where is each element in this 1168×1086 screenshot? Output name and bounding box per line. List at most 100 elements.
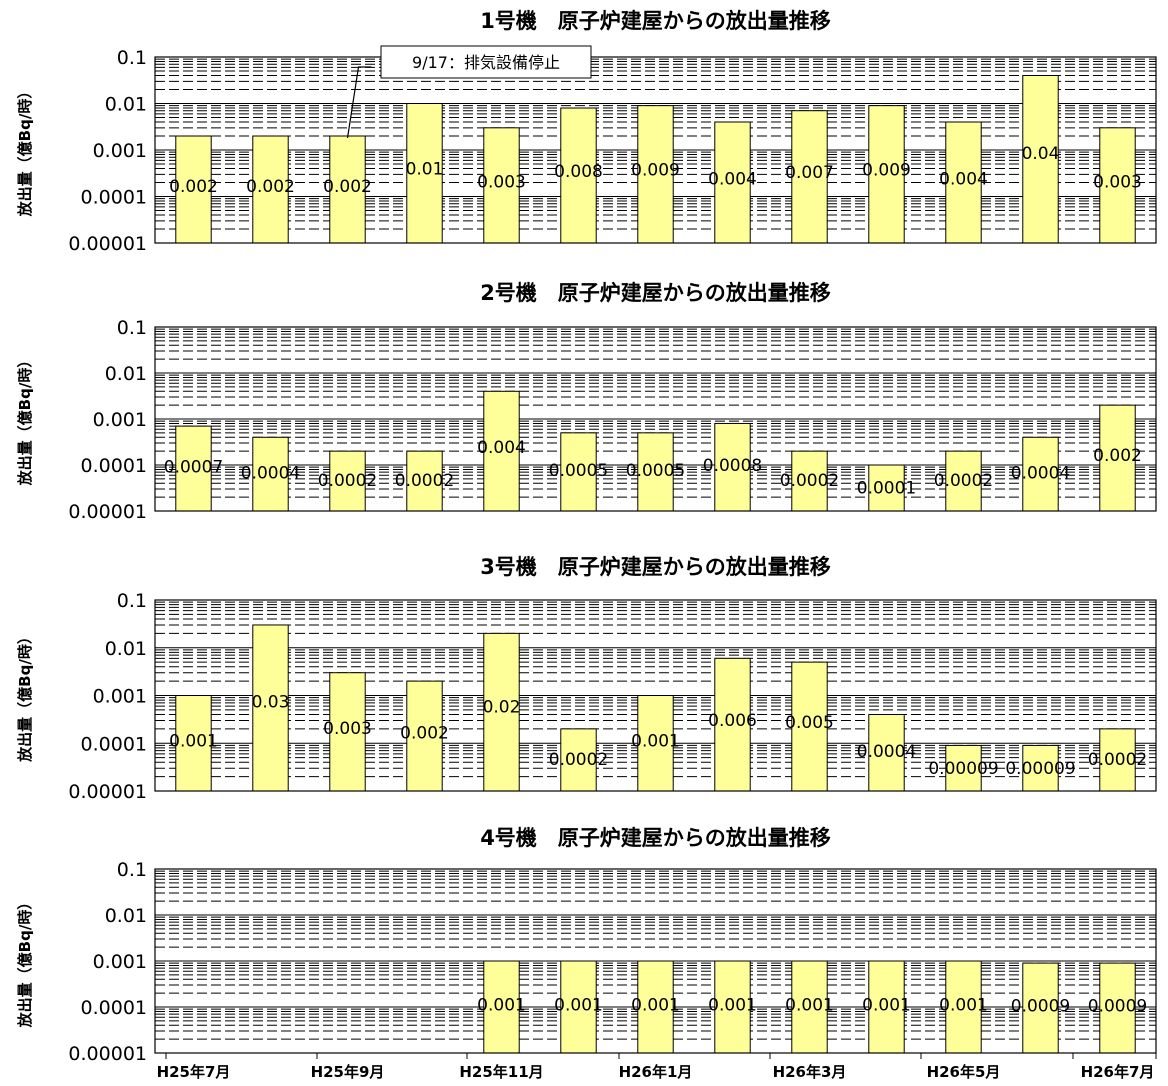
- data-label: 0.0008: [703, 456, 762, 476]
- chart-title: 2号機 原子炉建屋からの放出量推移: [480, 281, 831, 305]
- y-tick-label: 0.01: [105, 363, 147, 385]
- x-tick-label: H26年7月: [1081, 1063, 1155, 1081]
- y-tick-label: 0.0001: [81, 455, 147, 477]
- bar: [791, 450, 828, 512]
- y-tick-label: 0.01: [105, 905, 147, 927]
- data-label: 0.03: [252, 693, 290, 713]
- bar: [560, 960, 597, 1054]
- data-label: 0.0005: [626, 461, 685, 481]
- annotation-leader: [346, 66, 372, 139]
- bar: [1099, 962, 1136, 1054]
- y-tick-label: 0.001: [93, 951, 147, 973]
- bar: [329, 450, 366, 512]
- data-label: 0.002: [246, 177, 295, 197]
- chart-title: 3号機 原子炉建屋からの放出量推移: [480, 555, 831, 579]
- y-tick-label: 0.0001: [81, 733, 147, 755]
- data-label: 0.003: [1093, 173, 1142, 193]
- y-tick-label: 0.01: [105, 94, 147, 116]
- y-tick-label: 0.001: [93, 409, 147, 431]
- data-label: 0.0001: [857, 479, 916, 499]
- bar: [945, 744, 982, 792]
- y-tick-label: 0.1: [117, 590, 147, 612]
- data-label: 0.0002: [934, 471, 993, 491]
- data-label: 0.0004: [1011, 463, 1070, 483]
- x-tick-label: H26年3月: [773, 1063, 847, 1081]
- y-tick-label: 0.00001: [68, 501, 147, 523]
- bar: [175, 695, 212, 792]
- y-axis-label: 放出量（億Bq/時）: [16, 629, 34, 763]
- chart-title: 4号機 原子炉建屋からの放出量推移: [480, 826, 831, 850]
- bar: [483, 390, 520, 512]
- data-label: 0.006: [708, 711, 757, 731]
- data-label: 0.0002: [1088, 750, 1147, 770]
- bar: [483, 960, 520, 1054]
- chart-title: 1号機 原子炉建屋からの放出量推移: [480, 9, 831, 33]
- bar: [406, 450, 443, 512]
- bar: [637, 432, 674, 512]
- data-label: 0.00009: [928, 759, 998, 779]
- data-label: 0.0004: [857, 742, 916, 762]
- bar: [560, 432, 597, 512]
- x-tick-label: H25年9月: [311, 1063, 385, 1081]
- y-tick-label: 0.0001: [81, 997, 147, 1019]
- bar: [637, 960, 674, 1054]
- data-label: 0.0002: [780, 471, 839, 491]
- data-label: 0.001: [631, 995, 680, 1015]
- data-label: 0.0009: [1088, 997, 1147, 1017]
- y-tick-label: 0.001: [93, 686, 147, 708]
- data-label: 0.008: [554, 162, 603, 182]
- plot-border: [154, 868, 1157, 1054]
- data-label: 0.001: [708, 995, 757, 1015]
- y-tick-label: 0.00001: [68, 1043, 147, 1065]
- data-label: 0.0002: [395, 471, 454, 491]
- data-label: 0.001: [939, 995, 988, 1015]
- annotation-box: [380, 45, 592, 79]
- data-label: 0.002: [1093, 446, 1142, 466]
- plot-border: [154, 599, 1157, 792]
- bar: [714, 121, 751, 244]
- bar: [406, 103, 443, 244]
- bar: [945, 960, 982, 1054]
- data-label: 0.001: [862, 995, 911, 1015]
- y-tick-label: 0.0001: [81, 187, 147, 209]
- y-tick-label: 0.1: [117, 859, 147, 881]
- bar: [329, 135, 366, 244]
- data-label: 0.005: [785, 713, 834, 733]
- y-axis-label: 放出量（億Bq/時）: [16, 895, 34, 1029]
- y-tick-label: 0.001: [93, 140, 147, 162]
- y-tick-label: 0.1: [117, 47, 147, 69]
- bar: [714, 960, 751, 1054]
- y-tick-label: 0.01: [105, 638, 147, 660]
- y-axis-label: 放出量（億Bq/時）: [16, 84, 34, 218]
- data-label: 0.00009: [1005, 759, 1075, 779]
- data-label: 0.0005: [549, 461, 608, 481]
- data-label: 0.009: [862, 160, 911, 180]
- data-label: 0.007: [785, 163, 834, 183]
- data-label: 0.004: [708, 169, 757, 189]
- data-label: 0.002: [400, 724, 449, 744]
- bar: [1022, 75, 1059, 244]
- data-label: 0.0002: [549, 750, 608, 770]
- bar: [252, 624, 289, 792]
- bar: [1099, 728, 1136, 792]
- plot-border: [154, 326, 1157, 512]
- data-label: 0.0007: [164, 457, 223, 477]
- bar: [791, 960, 828, 1054]
- data-label: 0.003: [477, 173, 526, 193]
- data-label: 0.002: [323, 177, 372, 197]
- bar: [637, 105, 674, 244]
- data-label: 0.003: [323, 719, 372, 739]
- bar: [945, 121, 982, 244]
- bar: [714, 657, 751, 792]
- bar: [252, 135, 289, 244]
- bar: [329, 672, 366, 792]
- bar: [483, 127, 520, 244]
- data-label: 0.009: [631, 160, 680, 180]
- data-label: 0.0009: [1011, 997, 1070, 1017]
- data-label: 0.01: [406, 159, 444, 179]
- x-tick-label: H26年1月: [619, 1063, 693, 1081]
- data-label: 0.001: [554, 995, 603, 1015]
- bar: [406, 680, 443, 792]
